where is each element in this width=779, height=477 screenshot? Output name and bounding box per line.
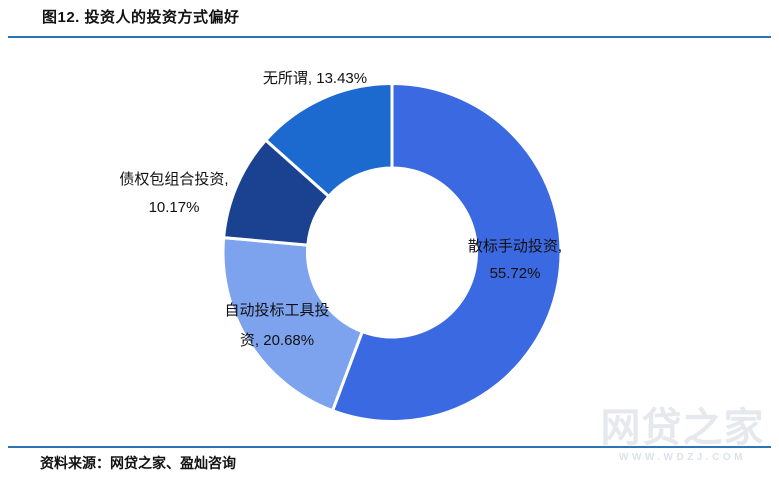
- pie-slice-无所谓: [264, 82, 394, 198]
- pie-slice-自动投标工具投资: [221, 236, 364, 413]
- slice-label-line: 无所谓, 13.43%: [262, 70, 368, 87]
- slice-label-whatever: 无所谓, 13.43%: [235, 65, 395, 92]
- slice-label-auto-bidding-tool: 自动投标工具投 资, 20.68%: [197, 296, 357, 356]
- source-note: 资料来源：网贷之家、盈灿咨询: [40, 455, 236, 471]
- slice-label-line: 债权包组合投资,: [119, 171, 229, 188]
- slice-label-line: 10.17%: [148, 199, 200, 216]
- slice-label-debt-package: 债权包组合投资, 10.17%: [94, 166, 254, 222]
- slice-label-line: 自动投标工具投: [224, 302, 330, 319]
- slice-label-manual-invest: 散标手动投资, 55.72%: [435, 233, 595, 287]
- slice-label-line: 散标手动投资,: [467, 238, 563, 255]
- pie-slice-散标手动投资: [331, 82, 563, 423]
- bottom-divider-line: [8, 446, 771, 448]
- slice-label-line: 55.72%: [489, 265, 541, 282]
- top-divider-line: [8, 36, 771, 38]
- slice-label-line: 资, 20.68%: [239, 332, 315, 349]
- chart-title: 图12. 投资人的投资方式偏好: [42, 9, 240, 26]
